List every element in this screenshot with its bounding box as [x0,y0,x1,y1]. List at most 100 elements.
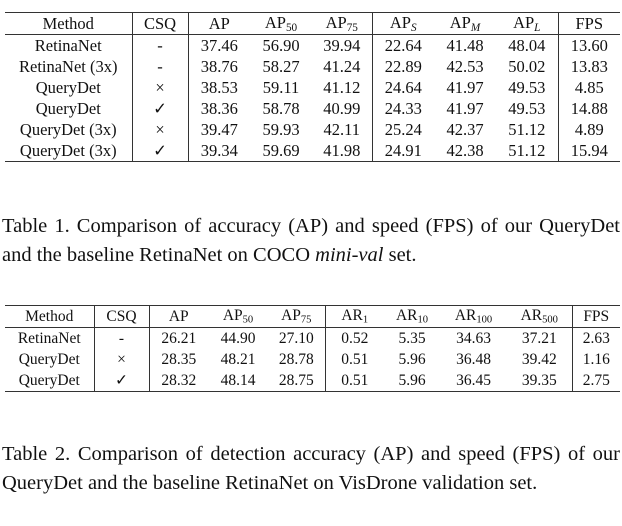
value-cell: 42.11 [312,119,373,140]
value-cell: 38.36 [200,98,238,118]
value-cell: 42.37 [446,119,484,139]
csq-cell: × [132,119,189,140]
value-cell: 13.83 [570,56,608,76]
value-cell: 48.04 [496,34,559,56]
table-1-coco-results: Method CSQ AP AP50 AP75 APS APM APL FPS RetinaNe… [5,12,620,162]
value-cell: 5.96 [398,350,426,368]
column-header: Method [5,12,133,35]
table-1-caption: Table 1. Comparison of accuracy (AP) and… [2,212,620,270]
value-cell: 49.53 [496,77,559,98]
table-row: RetinaNet (3x) -38.76 58.27 41.24 22.89 42.53… [5,56,620,77]
table-row: QueryDet × 28.35 48.21 28.78 0.51 5.96 36.48 39.… [5,349,620,370]
csq-cell: ✓ [132,140,189,162]
table-header-row: Method CSQ AP AP50 AP75 AR1 AR10 AR100 AR500 FPS [5,305,620,328]
value-cell: 28.35 [161,350,197,368]
value-cell: 49.53 [496,98,559,119]
table-row: QueryDet × 38.53 59.11 41.12 24.64 41.97 49.53 4… [5,77,620,98]
value-cell: 42.53 [446,56,484,76]
value-cell: 39.47 [200,119,238,139]
table-row: QueryDet (3x) × 39.47 59.93 42.11 25.24 42.37 5… [5,119,620,140]
value-cell: 39.34 [200,140,238,160]
value-cell: 59.69 [262,140,300,160]
value-cell: 2.75 [582,371,610,389]
value-cell: 0.51 [341,350,369,368]
value-cell: 41.98 [312,140,373,162]
value-cell: 41.97 [446,77,484,97]
column-header: AP [168,307,189,325]
value-cell: 28.32 [161,371,197,389]
csq-cell: ✓ [94,370,150,392]
table-header-row: Method CSQ AP AP50 AP75 APS APM APL FPS [5,12,620,35]
value-cell: 56.90 [262,35,300,55]
column-header: AP50 [264,13,298,34]
column-header: APL [496,12,559,35]
method-cell: RetinaNet [5,34,133,56]
table-row: RetinaNet -37.46 56.90 39.94 22.64 41.48 48.04… [5,34,620,56]
value-cell: 37.46 [200,35,238,55]
value-cell: 24.33 [384,98,422,118]
value-cell: 38.76 [200,56,238,76]
table-row: RetinaNet -26.21 44.90 27.10 0.52 5.35 34.63 37… [5,327,620,349]
method-cell: QueryDet (3x) [5,140,133,162]
caption-text-end: set. [383,244,417,266]
value-cell: 27.10 [268,327,326,349]
value-cell: 39.35 [507,370,573,392]
table-2-visdrone-results: Method CSQ AP AP50 AP75 AR1 AR10 AR100 AR500 FPS … [5,305,620,392]
method-cell: RetinaNet (3x) [5,56,133,77]
value-cell: 28.78 [268,349,326,370]
value-cell: 24.64 [384,77,422,97]
value-cell: 44.90 [220,329,256,347]
value-cell: 4.85 [574,77,604,97]
value-cell: 24.91 [384,140,422,160]
value-cell: 28.75 [268,370,326,392]
value-cell: 51.12 [496,119,559,140]
csq-cell: - [132,34,189,56]
column-header: CSQ [132,12,189,35]
table-2-caption: Table 2. Comparison of detection accurac… [2,443,620,494]
method-cell: RetinaNet [5,327,95,349]
column-header: AP75 [268,305,326,328]
column-header: AR10 [395,307,429,326]
value-cell: 59.93 [262,119,300,139]
value-cell: 36.48 [456,350,491,368]
value-cell: 59.11 [262,77,300,97]
column-header: AP [208,13,230,33]
column-header: AP50 [222,307,254,326]
method-cell: QueryDet [5,370,95,392]
value-cell: 5.35 [398,329,426,347]
value-cell: 41.12 [312,77,373,98]
value-cell: 51.12 [496,140,559,162]
column-header: APM [449,13,481,34]
column-header: AR100 [454,307,493,326]
value-cell: 14.88 [570,98,608,118]
column-header: APS [389,13,417,34]
column-header: FPS [575,13,604,33]
value-cell: 40.99 [312,98,373,119]
value-cell: 0.51 [341,371,369,389]
value-cell: 37.21 [507,327,573,349]
value-cell: 0.52 [341,329,369,347]
csq-cell: × [94,349,150,370]
column-header: CSQ [94,305,150,328]
column-header: AR1 [341,307,369,326]
method-cell: QueryDet [5,349,95,370]
value-cell: 2.63 [582,329,610,347]
method-cell: QueryDet [5,98,133,119]
column-header: AP75 [312,12,373,35]
value-cell: 26.21 [161,329,197,347]
value-cell: 41.97 [446,98,484,118]
value-cell: 50.02 [496,56,559,77]
value-cell: 15.94 [570,140,608,160]
table-row: QueryDet ✓ 38.36 58.78 40.99 24.33 41.97 49.53 1… [5,98,620,119]
value-cell: 34.63 [456,329,491,347]
method-cell: QueryDet [5,77,133,98]
value-cell: 22.64 [384,35,422,55]
value-cell: 36.45 [456,371,491,389]
value-cell: 41.48 [446,35,484,55]
value-cell: 39.42 [507,349,573,370]
value-cell: 39.94 [312,34,373,56]
value-cell: 5.96 [398,371,426,389]
value-cell: 48.14 [220,371,256,389]
csq-cell: × [132,77,189,98]
value-cell: 13.60 [570,35,608,55]
